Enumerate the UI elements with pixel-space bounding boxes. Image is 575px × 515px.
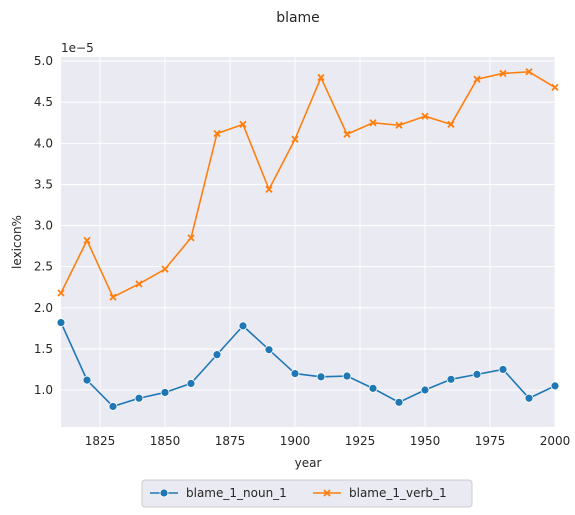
legend-marker [159, 488, 169, 498]
x-tick-label: 1975 [475, 434, 506, 448]
x-tick-label: 1850 [150, 434, 181, 448]
data-point [343, 130, 351, 138]
legend-item: blame_1_noun_1 [150, 486, 287, 500]
chart-title: blame [276, 10, 320, 26]
data-point [265, 185, 273, 194]
data-point [83, 236, 91, 244]
data-point [420, 385, 430, 395]
y-tick-label: 2.5 [34, 260, 53, 274]
x-tick-label: 1950 [410, 434, 441, 448]
data-point [213, 129, 221, 138]
legend-box [141, 479, 473, 508]
series-line [60, 71, 556, 298]
data-point [395, 121, 403, 129]
data-point [134, 393, 144, 403]
data-point [57, 289, 65, 297]
data-point [498, 365, 508, 374]
data-point [446, 374, 456, 384]
x-axis-ticks: 1825 1850 1875 1900 1925 1950 1975 2000 [85, 434, 571, 448]
data-point [212, 350, 222, 360]
y-tick-label: 5.0 [34, 54, 53, 68]
data-point [499, 69, 507, 78]
legend: blame_1_noun_1 blame_1_verb_1 [141, 479, 473, 508]
y-tick-label: 3.5 [34, 177, 53, 191]
data-point [342, 371, 352, 381]
plot-area [61, 57, 555, 427]
data-point [186, 379, 196, 388]
x-tick-label: 1875 [215, 434, 246, 448]
x-tick-label: 2000 [540, 434, 571, 448]
data-point [187, 234, 195, 242]
y-axis-scale-label: 1e−5 [61, 41, 94, 55]
grid [61, 57, 556, 427]
data-point [161, 265, 169, 273]
data-point [421, 112, 429, 120]
y-axis-ticks: 1.0 1.5 2.0 2.5 3.0 3.5 4.0 4.5 5.0 [34, 54, 53, 397]
data-point [472, 369, 482, 379]
series-blame_1_noun_1 [56, 318, 560, 411]
series-layer [56, 68, 560, 411]
data-point [551, 83, 559, 92]
data-point [135, 280, 143, 288]
series-line [60, 322, 556, 408]
x-tick-label: 1925 [345, 434, 376, 448]
data-point [447, 120, 455, 129]
data-point [550, 381, 560, 391]
x-tick-label: 1900 [280, 434, 311, 448]
data-point [317, 73, 325, 82]
data-point [369, 119, 377, 127]
data-point [524, 393, 534, 403]
data-point [291, 135, 299, 143]
x-tick-label: 1825 [85, 434, 116, 448]
y-tick-label: 2.0 [34, 301, 53, 315]
data-point [238, 321, 248, 331]
x-axis-title: year [295, 456, 322, 470]
data-point [108, 402, 118, 411]
series-blame_1_verb_1 [57, 68, 559, 301]
data-point [109, 293, 117, 301]
data-point [290, 369, 300, 378]
y-tick-label: 4.0 [34, 136, 53, 150]
y-axis-title: lexicon% [10, 215, 24, 269]
y-tick-label: 1.5 [34, 342, 53, 356]
data-point [82, 375, 92, 385]
y-tick-label: 3.0 [34, 219, 53, 233]
data-point [239, 120, 247, 129]
legend-label: blame_1_verb_1 [349, 486, 447, 500]
data-point [264, 345, 274, 355]
data-point [316, 372, 326, 382]
data-point [368, 383, 378, 393]
legend-label: blame_1_noun_1 [186, 486, 287, 500]
y-tick-label: 1.0 [34, 383, 53, 397]
data-point [525, 68, 533, 76]
y-tick-label: 4.5 [34, 95, 53, 109]
legend-marker [323, 489, 331, 497]
data-point [394, 397, 404, 407]
data-point [160, 388, 170, 397]
data-point [56, 318, 66, 327]
legend-item: blame_1_verb_1 [313, 486, 447, 500]
data-point [473, 75, 481, 83]
